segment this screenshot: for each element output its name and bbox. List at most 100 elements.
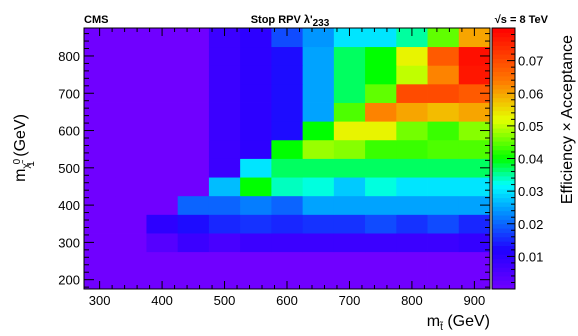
heatmap-cell bbox=[302, 83, 335, 103]
color-scale-segment bbox=[492, 41, 515, 46]
heatmap-cell bbox=[333, 139, 366, 159]
x-tick-label: 500 bbox=[214, 293, 236, 308]
heatmap-cell bbox=[240, 46, 272, 66]
heatmap-cell bbox=[146, 139, 179, 159]
heatmap-cell bbox=[302, 28, 335, 48]
heatmap-cell bbox=[84, 195, 116, 215]
heatmap-cell bbox=[333, 158, 366, 178]
heatmap-cell bbox=[84, 233, 116, 253]
heatmap-cell bbox=[458, 233, 491, 253]
heatmap-cell bbox=[271, 83, 304, 103]
x-tick-label: 900 bbox=[464, 293, 486, 308]
heatmap-cell bbox=[115, 121, 147, 141]
heatmap-cell bbox=[427, 251, 460, 271]
heatmap-cells bbox=[84, 28, 491, 290]
heatmap-cell bbox=[333, 121, 366, 141]
experiment-label: CMS bbox=[84, 14, 108, 26]
color-scale-segment bbox=[492, 93, 515, 99]
heatmap-cell bbox=[365, 65, 397, 85]
heatmap-cell bbox=[84, 214, 116, 234]
heatmap-cell bbox=[396, 28, 428, 48]
heatmap-cell bbox=[427, 214, 460, 234]
z-tick-label: 0.02 bbox=[518, 217, 543, 232]
color-scale-segment bbox=[492, 219, 515, 225]
heatmap-cell bbox=[271, 65, 304, 85]
heatmap-cell bbox=[396, 251, 428, 271]
heatmap-cell bbox=[333, 65, 366, 85]
color-scale-segment bbox=[492, 162, 515, 168]
heatmap-cell bbox=[115, 28, 147, 48]
heatmap-cell bbox=[240, 270, 272, 290]
x-axis-ticks: 300 400 500 600 700 800 900 bbox=[89, 28, 485, 308]
heatmap-cell bbox=[84, 46, 116, 66]
heatmap-cell bbox=[115, 195, 147, 215]
color-scale-segment bbox=[492, 119, 515, 125]
color-scale-segment bbox=[492, 54, 515, 59]
heatmap-cell bbox=[302, 65, 335, 85]
color-scale-segment bbox=[492, 180, 515, 186]
heatmap-cell bbox=[396, 158, 428, 178]
heatmap-cell bbox=[271, 270, 304, 290]
heatmap-cell bbox=[115, 270, 147, 290]
y-axis-ticks: 200 300 400 500 600 700 800 bbox=[58, 33, 490, 288]
heatmap-cell bbox=[177, 177, 210, 197]
color-scale-segment bbox=[492, 97, 515, 103]
color-scale-segment bbox=[492, 141, 515, 146]
heatmap-cell bbox=[396, 270, 428, 290]
heatmap-cell bbox=[240, 102, 272, 122]
color-scale-segment bbox=[492, 145, 515, 151]
heatmap-cell bbox=[146, 177, 179, 197]
heatmap-cell bbox=[146, 233, 179, 253]
y-tick-label: 700 bbox=[58, 86, 80, 101]
heatmap-cell bbox=[115, 177, 147, 197]
heatmap-cell bbox=[302, 158, 335, 178]
heatmap-cell bbox=[271, 139, 304, 159]
heatmap-cell bbox=[115, 158, 147, 178]
color-scale-segment bbox=[492, 228, 515, 233]
color-scale-segment bbox=[492, 45, 515, 51]
color-scale-segment bbox=[492, 75, 515, 81]
heatmap-cell bbox=[240, 139, 272, 159]
heatmap-cell bbox=[365, 121, 397, 141]
heatmap-cell bbox=[396, 83, 428, 103]
heatmap-cell bbox=[365, 83, 397, 103]
heatmap-cell bbox=[208, 102, 241, 122]
heatmap-cell bbox=[458, 83, 491, 103]
heatmap-cell bbox=[271, 102, 304, 122]
heatmap-cell bbox=[302, 214, 335, 234]
heatmap-cell bbox=[302, 139, 335, 159]
heatmap-cell bbox=[458, 28, 491, 48]
heatmap-cell bbox=[427, 195, 460, 215]
heatmap-cell bbox=[208, 251, 241, 271]
color-scale-segment bbox=[492, 236, 515, 242]
heatmap-cell bbox=[177, 251, 210, 271]
heatmap-cell bbox=[271, 233, 304, 253]
color-scale-segment bbox=[492, 223, 515, 229]
color-scale-segment bbox=[492, 210, 515, 216]
heatmap-cell bbox=[396, 177, 428, 197]
heatmap-cell bbox=[208, 46, 241, 66]
heatmap-cell bbox=[84, 121, 116, 141]
color-scale-segment bbox=[492, 175, 515, 181]
color-scale-segment bbox=[492, 101, 515, 107]
heatmap-cell bbox=[302, 251, 335, 271]
heatmap-cell bbox=[271, 177, 304, 197]
heatmap-cell bbox=[208, 177, 241, 197]
color-scale-segment bbox=[492, 128, 515, 133]
heatmap-cell bbox=[208, 270, 241, 290]
heatmap-cell bbox=[458, 158, 491, 178]
heatmap-cell bbox=[396, 102, 428, 122]
color-scale-segment bbox=[492, 188, 515, 194]
color-scale-segment bbox=[492, 154, 515, 159]
color-scale-segment bbox=[492, 88, 515, 94]
heatmap-cell bbox=[365, 195, 397, 215]
color-scale-segment bbox=[492, 197, 515, 203]
heatmap-cell bbox=[84, 270, 116, 290]
heatmap-cell bbox=[240, 195, 272, 215]
y-tick-label: 400 bbox=[58, 198, 80, 213]
heatmap-cell bbox=[302, 121, 335, 141]
color-scale-segment bbox=[492, 275, 515, 281]
heatmap-cell bbox=[427, 46, 460, 66]
color-scale-segment bbox=[492, 258, 515, 264]
